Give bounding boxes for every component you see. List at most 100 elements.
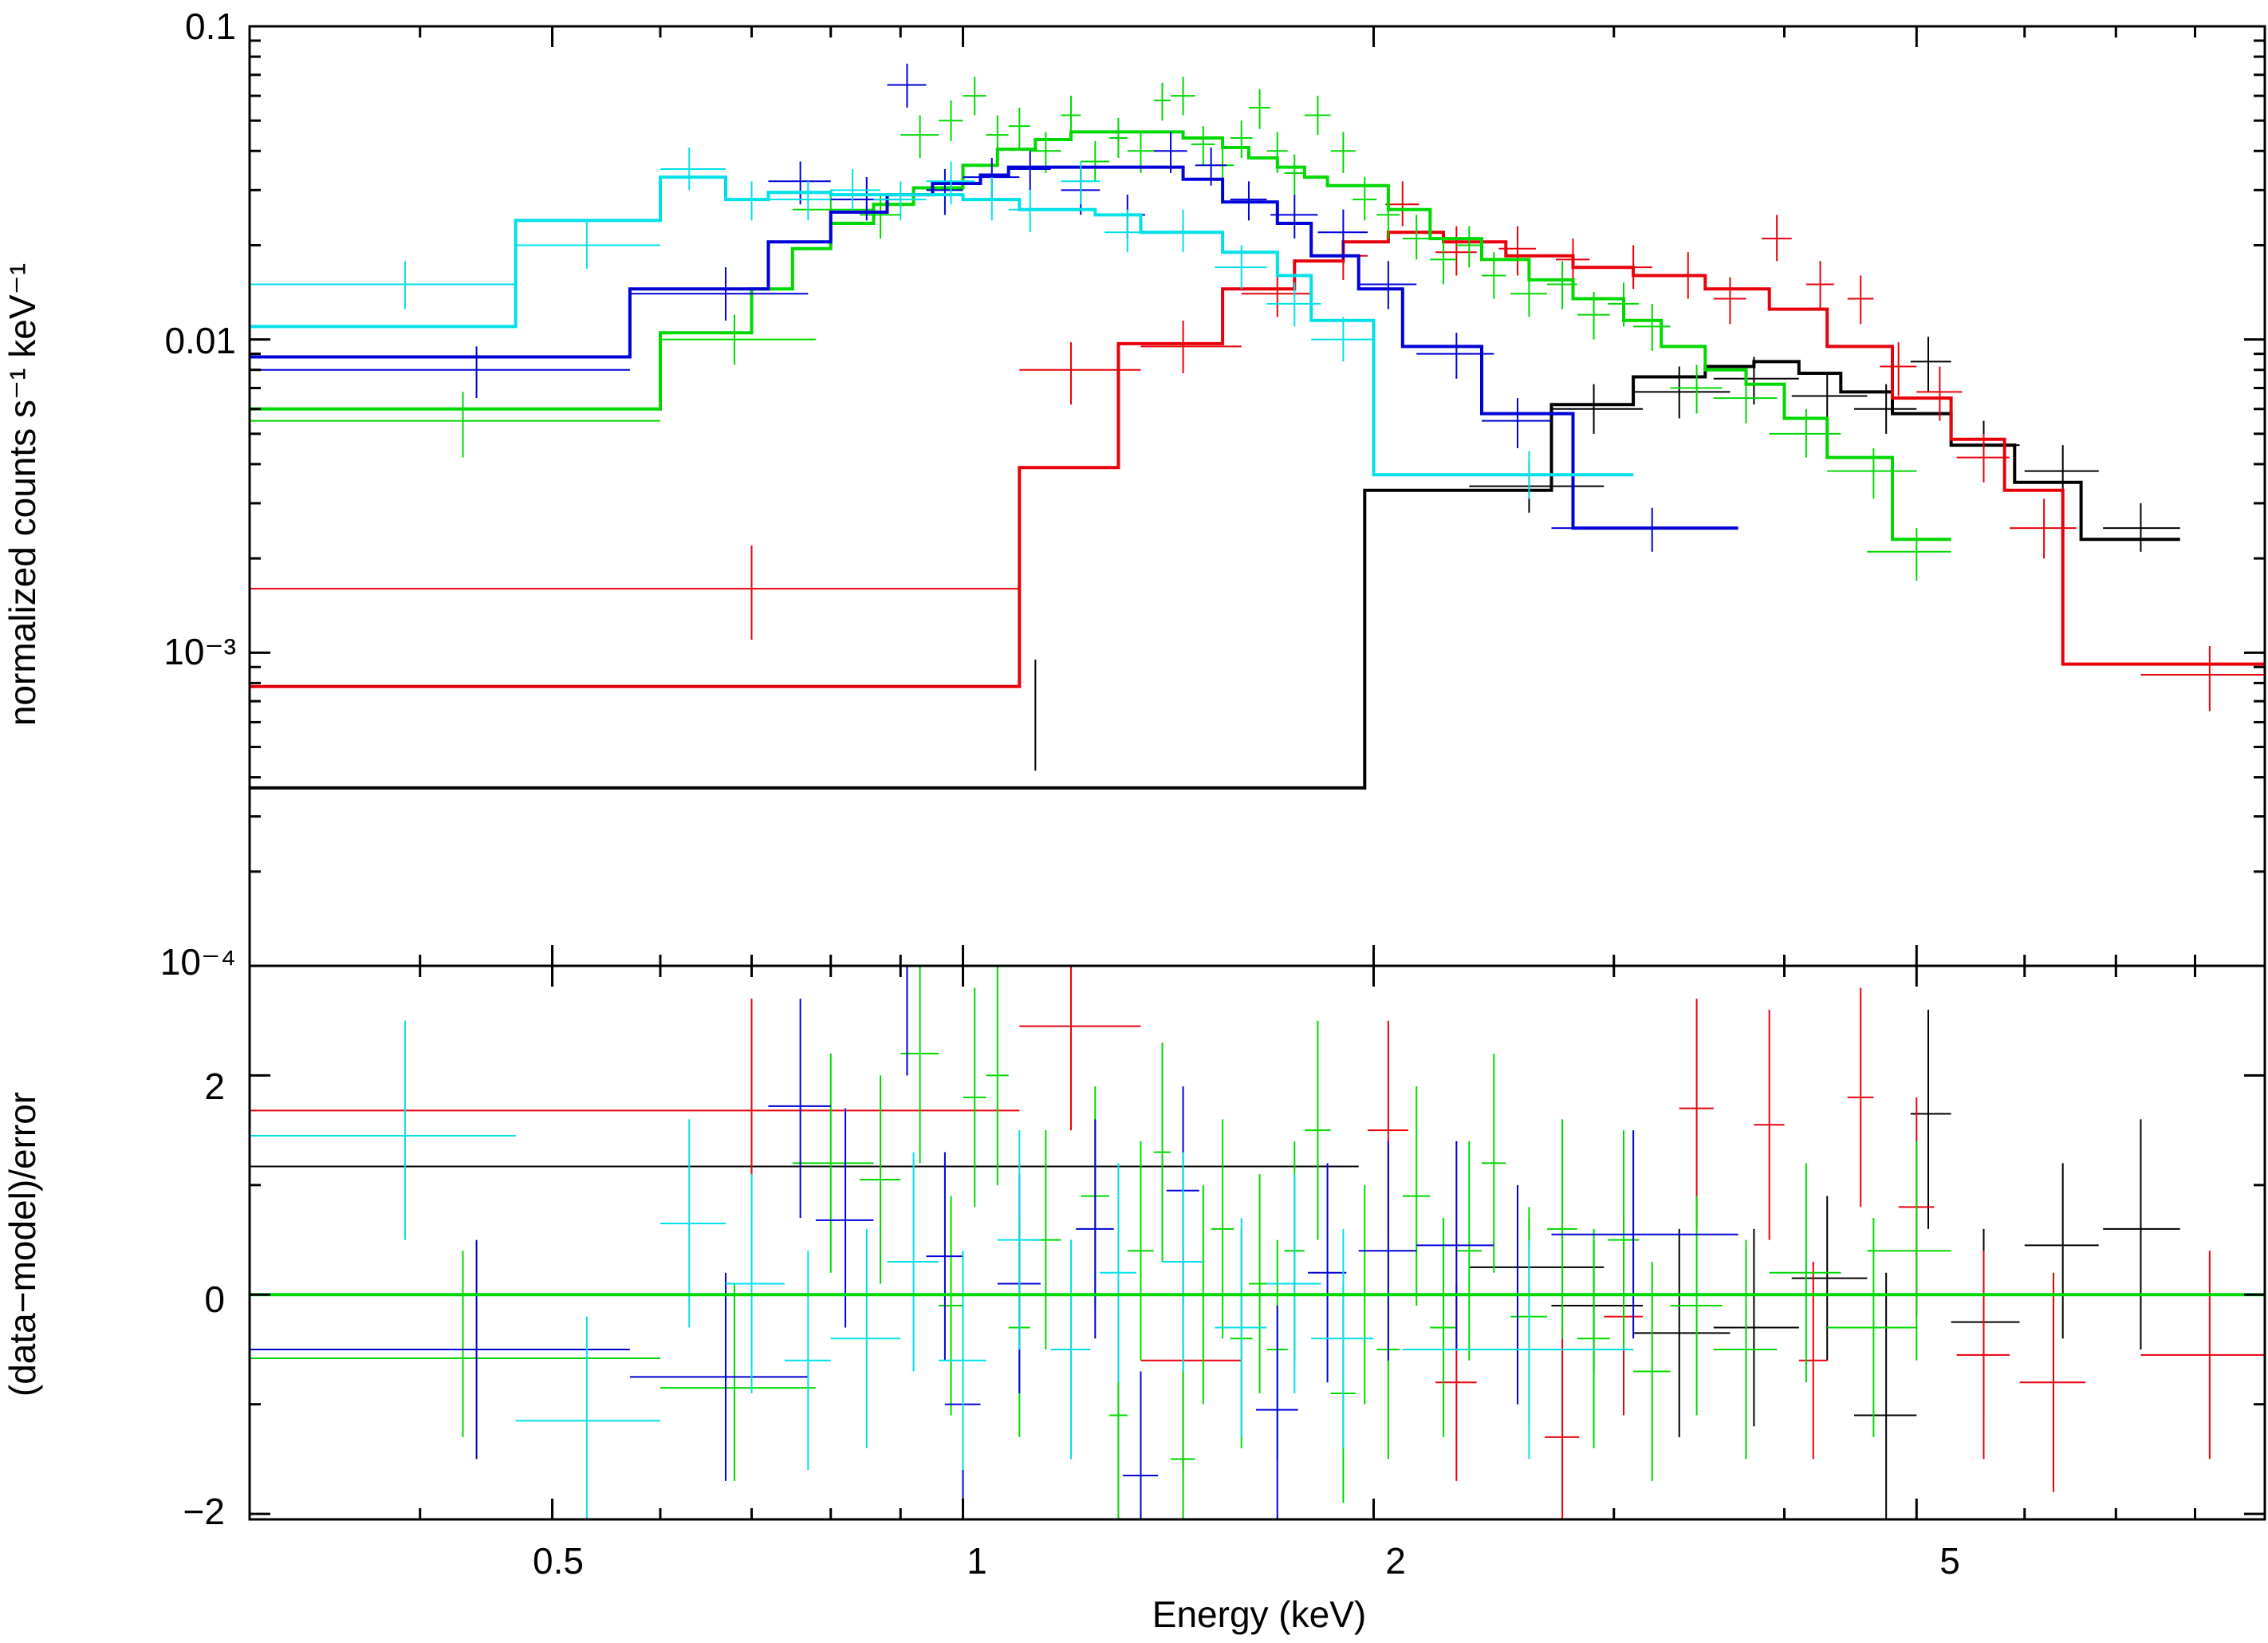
data-point [1081, 140, 1109, 182]
data-point [1402, 215, 1431, 260]
model-step-line [250, 360, 2180, 790]
x-tick-label-1: 1 [967, 1540, 987, 1582]
data-point [1762, 215, 1792, 262]
residual-point [1019, 966, 1141, 1131]
data-point [1358, 261, 1417, 309]
data-point [1108, 117, 1128, 159]
residual-point [1162, 1152, 1203, 1372]
model-step-line [250, 175, 1634, 477]
data-point [1633, 303, 1671, 351]
residual-point [887, 1152, 939, 1372]
data-point [1241, 271, 1312, 317]
residual-point [1679, 999, 1714, 1229]
data-point [887, 63, 927, 108]
residual-point [1754, 1009, 1785, 1240]
residual-point [1050, 1239, 1091, 1460]
residual-point [2140, 1251, 2265, 1460]
residual-point [1545, 1327, 1580, 1519]
data-point [1880, 342, 1917, 396]
residual-point [1956, 1251, 2010, 1460]
residual-point [1304, 1020, 1331, 1240]
residual-series [250, 966, 2265, 1519]
data-point [1061, 96, 1081, 136]
residual-point [1266, 1174, 1321, 1393]
data-point [1956, 433, 2010, 483]
model-step-line [250, 230, 2265, 688]
data-point [1385, 181, 1419, 227]
residual-point [1633, 1262, 1671, 1481]
data-point [1456, 226, 1482, 268]
residual-point [1123, 1371, 1159, 1519]
y-tick-label-bottom-1: 0 [204, 1279, 225, 1320]
data-point [830, 169, 881, 210]
y-tick-label-bottom-2: −2 [183, 1491, 225, 1532]
y-axis-title-bottom: (data−model)/error [2, 1092, 43, 1397]
data-point [1191, 126, 1215, 166]
data-point [1481, 398, 1552, 448]
data-point [629, 267, 809, 321]
data-point [1140, 320, 1242, 374]
data-point [1916, 366, 1963, 421]
data-point [1034, 660, 1037, 771]
residual-point [859, 1075, 901, 1284]
residual-point [997, 1130, 1041, 1349]
residual-point [1171, 1349, 1195, 1519]
y-tick-label-top-1: 0.01 [164, 320, 236, 361]
data-point [1910, 337, 1951, 392]
data-point [1805, 261, 1834, 309]
residual-point [2103, 1119, 2180, 1349]
data-point [1248, 89, 1270, 129]
residual-point [1402, 1086, 1431, 1306]
residual-point [1546, 1119, 1577, 1339]
data-point [2009, 498, 2077, 559]
data-point [1153, 82, 1171, 121]
data-point [660, 314, 816, 365]
y-tick-label-top-2: 10⁻³ [163, 631, 236, 672]
data-point [660, 148, 726, 191]
residual-point [830, 1228, 901, 1448]
y-axis-title-top: normalized counts s⁻¹ keV⁻¹ [2, 263, 43, 726]
y-tick-label-top-3: 10⁻⁴ [160, 941, 236, 983]
residual-point [250, 1251, 660, 1437]
residual-point [1076, 1119, 1114, 1339]
residual-point [1481, 1053, 1506, 1273]
residual-point [1854, 1272, 1917, 1519]
residual-point [1769, 1163, 1841, 1383]
data-point [1330, 132, 1356, 173]
model-step-line [250, 165, 1738, 530]
data-point [515, 220, 660, 270]
data-point [1008, 151, 1051, 191]
residual-point [1100, 1163, 1136, 1383]
residual-point [887, 966, 927, 1076]
residual-point [1456, 1141, 1482, 1361]
data-point [250, 545, 1020, 640]
residual-point [1551, 1130, 1738, 1339]
residual-point [725, 1174, 785, 1393]
data-point [1171, 77, 1195, 116]
residual-point [1791, 1196, 1868, 1361]
residual-point [1867, 1141, 1951, 1361]
residual-point [515, 1316, 660, 1519]
residual-point [986, 966, 1009, 1185]
residual-point [1847, 987, 1874, 1208]
x-tick-label-0: 0.5 [533, 1540, 584, 1582]
residual-point [815, 1108, 874, 1328]
data-point [1847, 275, 1874, 325]
residual-point [250, 1239, 630, 1460]
spectrum-series [250, 63, 2265, 790]
data-point [768, 161, 831, 205]
residual-point [1215, 1218, 1267, 1437]
residual-point [792, 1053, 874, 1273]
data-point [1304, 96, 1331, 136]
data-point [1670, 364, 1723, 414]
residual-point [2019, 1272, 2086, 1492]
data-point [1019, 342, 1141, 405]
residual-panel-frame [248, 964, 2266, 1521]
data-point [900, 115, 939, 159]
data-point [1317, 209, 1368, 260]
residual-point [1127, 1141, 1154, 1361]
residual-point [768, 999, 831, 1219]
residual-point [1211, 1119, 1234, 1339]
residual-point [629, 1272, 809, 1481]
residual-point [1416, 1141, 1494, 1349]
